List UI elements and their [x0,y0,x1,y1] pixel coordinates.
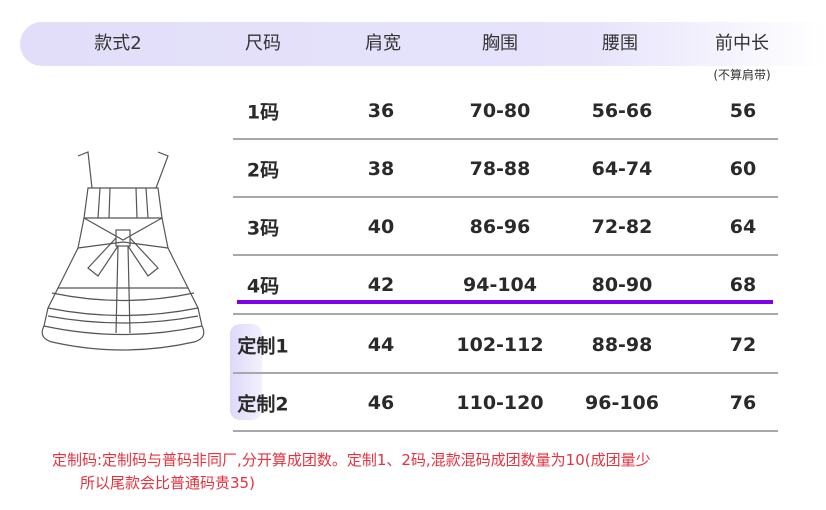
length-cell: 64 [729,216,757,238]
row-divider [233,430,778,432]
shoulder-cell: 38 [367,158,395,180]
waist-cell: 88-98 [591,334,653,356]
row-divider [233,313,778,315]
custom-size-note-line2: 所以尾款会比普通码贵35) [80,474,255,492]
row-divider [233,372,778,374]
length-cell: 72 [729,334,757,356]
dress-illustration [41,151,205,351]
header-bust: 胸围 [482,33,518,54]
header-size: 尺码 [245,33,281,54]
size-cell: 定制1 [237,335,289,358]
bust-cell: 94-104 [463,274,537,296]
size-cell: 2码 [246,159,280,182]
highlight-underline [237,300,773,304]
row-divider [233,138,778,140]
shoulder-cell: 44 [367,334,395,356]
length-cell: 76 [729,392,757,414]
waist-cell: 56-66 [591,100,653,122]
size-cell: 1码 [246,101,280,124]
length-cell: 68 [729,274,757,296]
header-waist: 腰围 [602,33,638,54]
bust-cell: 86-96 [469,216,531,238]
shoulder-cell: 40 [367,216,395,238]
header-shoulder: 肩宽 [365,33,401,54]
custom-size-note-line1: 定制码:定制码与普码非同厂,分开算成团数。定制1、2码,混款混码成团数量为10(… [52,451,651,469]
row-divider [233,254,778,256]
header-style: 款式2 [94,33,142,54]
header-length: 前中长 [715,33,769,54]
waist-cell: 80-90 [591,274,653,296]
size-cell: 4码 [246,275,280,298]
size-cell: 定制2 [237,393,289,416]
size-cell: 3码 [246,217,280,240]
bust-cell: 78-88 [469,158,531,180]
length-note: (不算肩带) [713,68,771,82]
shoulder-cell: 42 [367,274,395,296]
row-divider [233,196,778,198]
bust-cell: 70-80 [469,100,531,122]
length-cell: 60 [729,158,757,180]
waist-cell: 72-82 [591,216,653,238]
length-cell: 56 [729,100,757,122]
waist-cell: 96-106 [585,392,659,414]
table-header: 款式2 尺码 肩宽 胸围 腰围 前中长 [20,22,826,66]
bust-cell: 102-112 [456,334,544,356]
shoulder-cell: 36 [367,100,395,122]
shoulder-cell: 46 [367,392,395,414]
waist-cell: 64-74 [591,158,653,180]
bust-cell: 110-120 [456,392,544,414]
